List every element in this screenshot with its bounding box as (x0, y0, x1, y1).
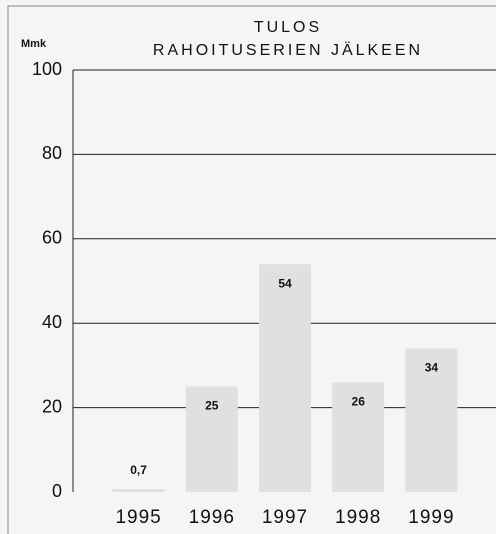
value-label: 34 (425, 361, 439, 375)
bar (112, 489, 165, 492)
x-tick-label: 1997 (262, 507, 308, 528)
frame (7, 5, 496, 534)
y-tick-label: 20 (42, 396, 62, 416)
bar (259, 264, 311, 492)
value-label: 26 (352, 394, 366, 408)
value-label: 0,7 (130, 463, 147, 477)
value-label: 25 (205, 399, 219, 413)
y-tick-label: 40 (42, 312, 62, 332)
y-tick-label: 100 (32, 59, 62, 79)
x-tick-label: 1999 (408, 507, 454, 528)
x-tick-label: 1995 (115, 507, 161, 528)
bar (332, 382, 385, 492)
y-tick-label: 80 (42, 143, 62, 163)
bar (185, 386, 238, 492)
y-tick-label: 60 (42, 228, 62, 248)
y-axis-label: Mmk (21, 38, 47, 50)
chart-subtitle: RAHOITUSERIEN JÄLKEEN (153, 41, 423, 59)
chart-title: TULOS (254, 19, 322, 36)
x-tick-label: 1998 (335, 507, 381, 528)
y-tick-label: 0 (52, 481, 62, 501)
x-tick-label: 1996 (189, 507, 235, 528)
value-label: 54 (278, 276, 292, 290)
bar (405, 348, 458, 492)
